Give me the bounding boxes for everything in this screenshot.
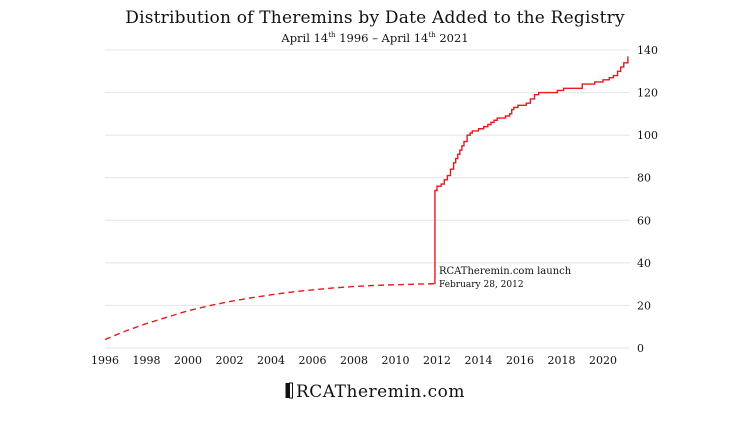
subtitle-start-year: 1996 bbox=[339, 31, 369, 45]
x-tick-label: 2010 bbox=[382, 354, 410, 367]
footer-brand-text: RCATheremin.com bbox=[296, 382, 465, 402]
x-tick-label: 2004 bbox=[257, 354, 285, 367]
y-tick-label: 0 bbox=[637, 342, 644, 355]
subtitle-start-sup: th bbox=[328, 31, 336, 40]
x-tick-label: 2016 bbox=[506, 354, 534, 367]
theremin-logo-icon bbox=[285, 382, 293, 399]
y-tick-label: 60 bbox=[637, 214, 651, 227]
subtitle-end-year: 2021 bbox=[439, 31, 469, 45]
x-tick-label: 2002 bbox=[216, 354, 244, 367]
footer-brand: RCATheremin.com bbox=[0, 382, 750, 402]
subtitle-start-prefix: April 14 bbox=[281, 31, 329, 45]
chart-title: Distribution of Theremins by Date Added … bbox=[125, 8, 625, 28]
y-tick-label: 100 bbox=[637, 129, 658, 142]
annotation-line-1: RCATheremin.com launch bbox=[439, 266, 572, 277]
annotation-layer: RCATheremin.com launch February 28, 2012 bbox=[439, 266, 572, 290]
subtitle-end-sup: th bbox=[428, 31, 436, 40]
grid-layer bbox=[105, 49, 630, 349]
series-line-dashed bbox=[104, 283, 435, 341]
x-tick-label: 2008 bbox=[340, 354, 368, 367]
x-tick-label: 2006 bbox=[299, 354, 327, 367]
tick-layer: 0 20 40 60 80 100 120 140 1996 1998 2000 2002 2004 20… bbox=[91, 44, 658, 367]
y-tick-label: 20 bbox=[637, 299, 651, 312]
subtitle-end-prefix: April 14 bbox=[381, 31, 429, 45]
y-tick-label: 40 bbox=[637, 257, 651, 270]
x-tick-label: 1996 bbox=[91, 354, 119, 367]
x-tick-label: 1998 bbox=[133, 354, 161, 367]
subtitle-separator: – bbox=[372, 31, 378, 45]
series-line-step bbox=[434, 56, 629, 285]
x-tick-label: 2020 bbox=[589, 354, 617, 367]
chart-subtitle: April 14th 1996 – April 14th 2021 bbox=[0, 31, 750, 45]
x-tick-label: 2000 bbox=[174, 354, 202, 367]
annotation-line-2: February 28, 2012 bbox=[439, 280, 524, 290]
y-tick-label: 140 bbox=[637, 44, 658, 57]
series-layer bbox=[104, 56, 629, 341]
x-tick-label: 2012 bbox=[423, 354, 451, 367]
x-tick-label: 2018 bbox=[548, 354, 576, 367]
y-tick-label: 80 bbox=[637, 172, 651, 185]
x-tick-label: 2014 bbox=[465, 354, 493, 367]
y-tick-label: 120 bbox=[637, 87, 658, 100]
